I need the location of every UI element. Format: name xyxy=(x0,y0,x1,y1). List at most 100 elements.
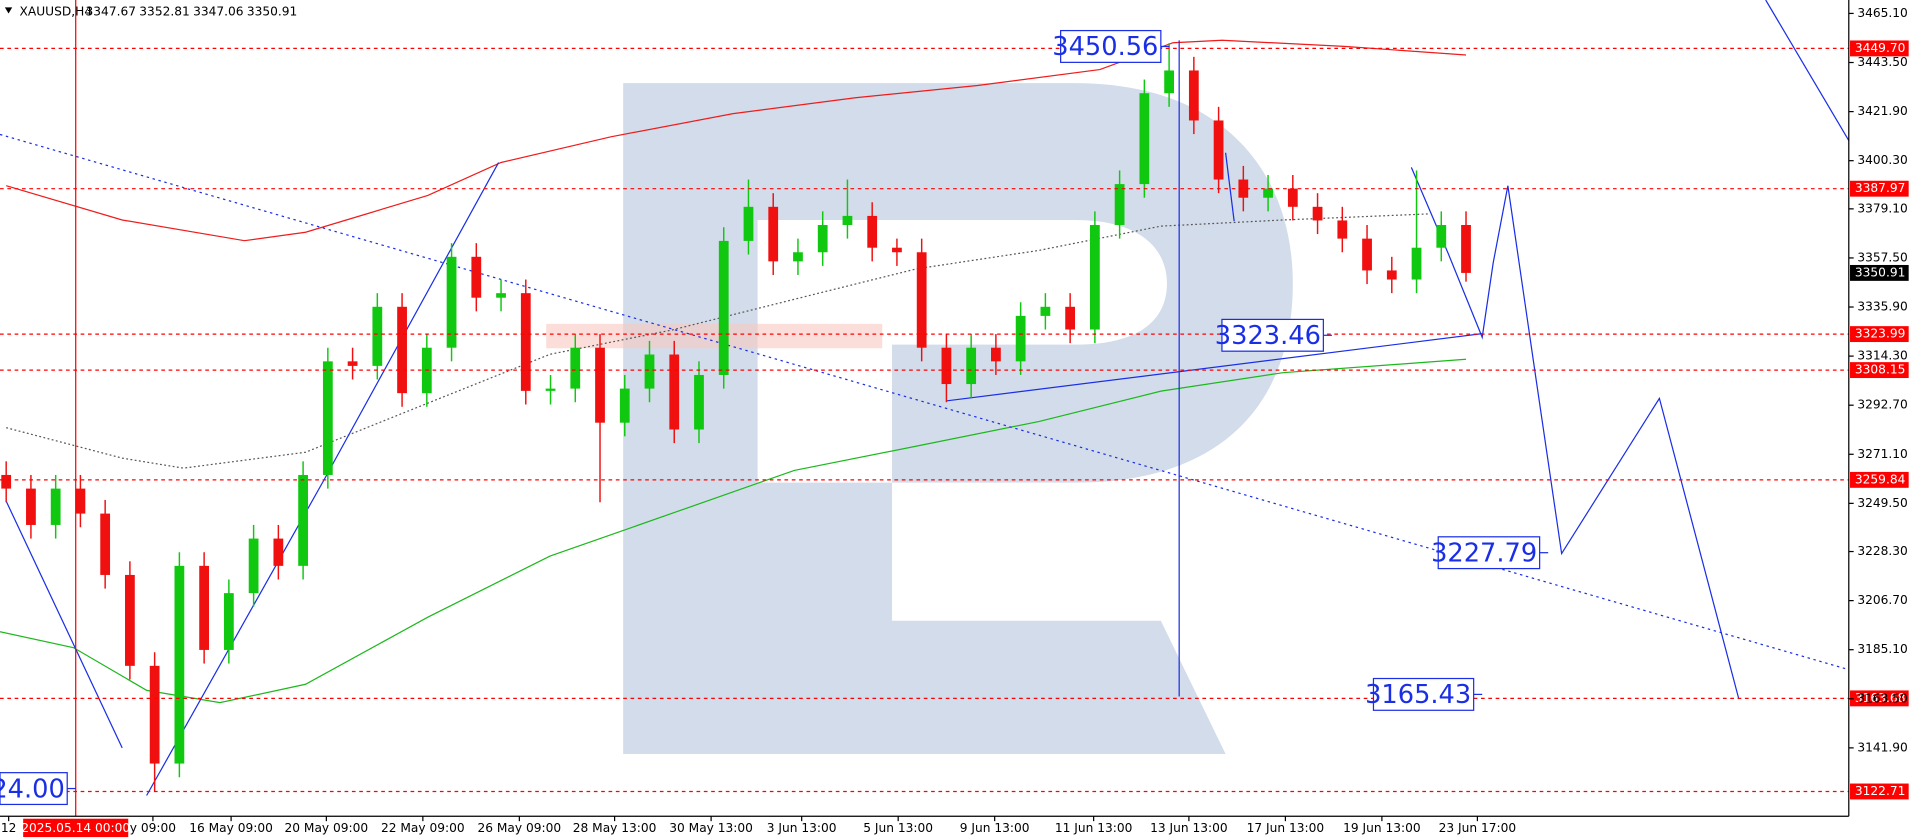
candle-body xyxy=(298,474,308,566)
annotation-label: 3450.56 xyxy=(1052,32,1158,62)
level-label: 3163.68 xyxy=(1855,691,1905,705)
level-label: 3323.99 xyxy=(1855,327,1905,341)
candle-body xyxy=(1436,224,1447,248)
annotation-box xyxy=(1437,536,1541,570)
level-label: 3387.97 xyxy=(1855,181,1905,195)
candle-body xyxy=(50,488,61,525)
x-tick-label: 16 May 09:00 xyxy=(189,821,273,835)
x-tick-label: 20 May 09:00 xyxy=(285,821,369,835)
candle-body xyxy=(75,488,86,514)
level-label: 3308.15 xyxy=(1855,363,1905,377)
trend-line xyxy=(1224,152,1235,222)
candle-body xyxy=(1213,120,1224,180)
y-tick-label: 3206.70 xyxy=(1857,593,1907,607)
moving-average xyxy=(6,213,1430,469)
x-tick-label: 3 Jun 13:00 xyxy=(767,821,837,835)
x-tick-label: 5 Jun 13:00 xyxy=(863,821,933,835)
y-tick-label: 3357.50 xyxy=(1857,250,1907,264)
candle-body xyxy=(1089,224,1100,330)
y-tick-label: 3163.50 xyxy=(1857,691,1907,705)
y-tick-label: 3249.50 xyxy=(1857,496,1907,510)
candle-body xyxy=(496,293,506,298)
x-tick-label: 22 May 09:00 xyxy=(381,821,465,835)
candle-body xyxy=(743,206,754,241)
x-tick-label: 19 Jun 13:00 xyxy=(1343,821,1421,835)
candle-body xyxy=(644,354,655,389)
candle-body xyxy=(941,347,952,385)
candle-body xyxy=(867,215,878,248)
candle-body xyxy=(817,224,828,253)
x-tick-label: 23 Jun 17:00 xyxy=(1439,821,1517,835)
x-tick-label: 13 Jun 13:00 xyxy=(1150,821,1228,835)
candle-body xyxy=(199,565,210,650)
candle-body xyxy=(619,388,630,423)
time-marker-box xyxy=(23,818,129,838)
y-tick-label: 3141.90 xyxy=(1857,740,1907,754)
candle-body xyxy=(570,347,581,389)
annotation-box xyxy=(1221,318,1324,352)
header-value: 3347.67 xyxy=(86,5,136,19)
candle-body xyxy=(1312,206,1323,221)
candle-body xyxy=(26,488,36,525)
symbol: XAUUSD,H4 xyxy=(20,5,93,19)
candle-body xyxy=(149,665,160,764)
annotation-box xyxy=(1060,29,1162,63)
candle-body xyxy=(1238,179,1249,198)
candle-body xyxy=(966,347,977,385)
y-tick-label: 3443.50 xyxy=(1857,55,1907,69)
x-tick-label: 30 May 13:00 xyxy=(669,821,753,835)
x-tick-label: 28 May 13:00 xyxy=(573,821,657,835)
candle-body xyxy=(347,361,358,366)
candles xyxy=(1,43,1471,792)
candle-body xyxy=(1139,93,1150,185)
candle-body xyxy=(991,347,1001,362)
annotation-label: 3227.79 xyxy=(1431,538,1537,568)
annotation-label: 3323.46 xyxy=(1215,321,1321,351)
trend-line xyxy=(5,500,123,749)
candle-body xyxy=(1065,306,1076,330)
candle-body xyxy=(669,354,680,430)
candle-body xyxy=(471,256,482,298)
current-price-label: 3350.91 xyxy=(1855,265,1905,279)
level-box xyxy=(1850,40,1909,57)
x-tick-label: y 09:00 xyxy=(130,821,176,835)
candle-body xyxy=(1188,70,1199,121)
annotation-box xyxy=(0,772,68,806)
x-tick-label: 17 Jun 13:00 xyxy=(1247,821,1325,835)
candle-body xyxy=(694,374,704,430)
trend-line xyxy=(1765,0,1850,141)
y-tick-label: 3421.90 xyxy=(1857,104,1907,118)
x-tick-label: 12 xyxy=(1,821,17,835)
candle-body xyxy=(1164,70,1174,94)
x-tick-label: 9 Jun 13:00 xyxy=(960,821,1030,835)
menu-icon xyxy=(4,7,13,14)
y-tick-label: 3335.90 xyxy=(1857,300,1907,314)
y-tick-label: 3271.10 xyxy=(1857,447,1907,461)
level-box xyxy=(1850,362,1909,379)
candle-body xyxy=(595,347,605,423)
moving-average xyxy=(6,39,1467,242)
annotation-label: 24.00 xyxy=(0,774,65,804)
candle-body xyxy=(100,513,111,575)
candle-body xyxy=(545,388,556,391)
candle-body xyxy=(273,538,284,566)
candle-body xyxy=(1337,220,1348,239)
y-tick-label: 3379.10 xyxy=(1857,201,1907,215)
candle-body xyxy=(718,240,729,375)
level-label: 3449.70 xyxy=(1855,41,1905,55)
candle-body xyxy=(793,252,803,262)
candle-body xyxy=(892,247,902,253)
y-tick-label: 3400.30 xyxy=(1857,153,1907,167)
header-value: 3352.81 xyxy=(139,5,189,19)
candle-body xyxy=(916,252,927,348)
candle-body xyxy=(520,293,531,391)
candle-body xyxy=(125,574,135,666)
trend-line xyxy=(946,333,1483,402)
header-value: 3347.06 xyxy=(193,5,243,19)
level-box xyxy=(1850,690,1909,707)
candle-body xyxy=(322,361,333,475)
y-tick-label: 3228.30 xyxy=(1857,544,1907,558)
candle-body xyxy=(372,306,383,366)
